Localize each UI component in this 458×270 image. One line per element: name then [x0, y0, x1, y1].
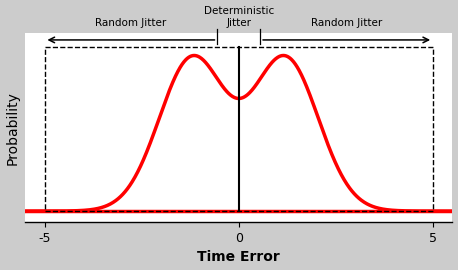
- Text: Random Jitter: Random Jitter: [95, 18, 167, 28]
- X-axis label: Time Error: Time Error: [197, 251, 280, 264]
- Y-axis label: Probability: Probability: [5, 91, 20, 165]
- Text: Deterministic
Jitter: Deterministic Jitter: [204, 6, 274, 28]
- Text: Random Jitter: Random Jitter: [311, 18, 382, 28]
